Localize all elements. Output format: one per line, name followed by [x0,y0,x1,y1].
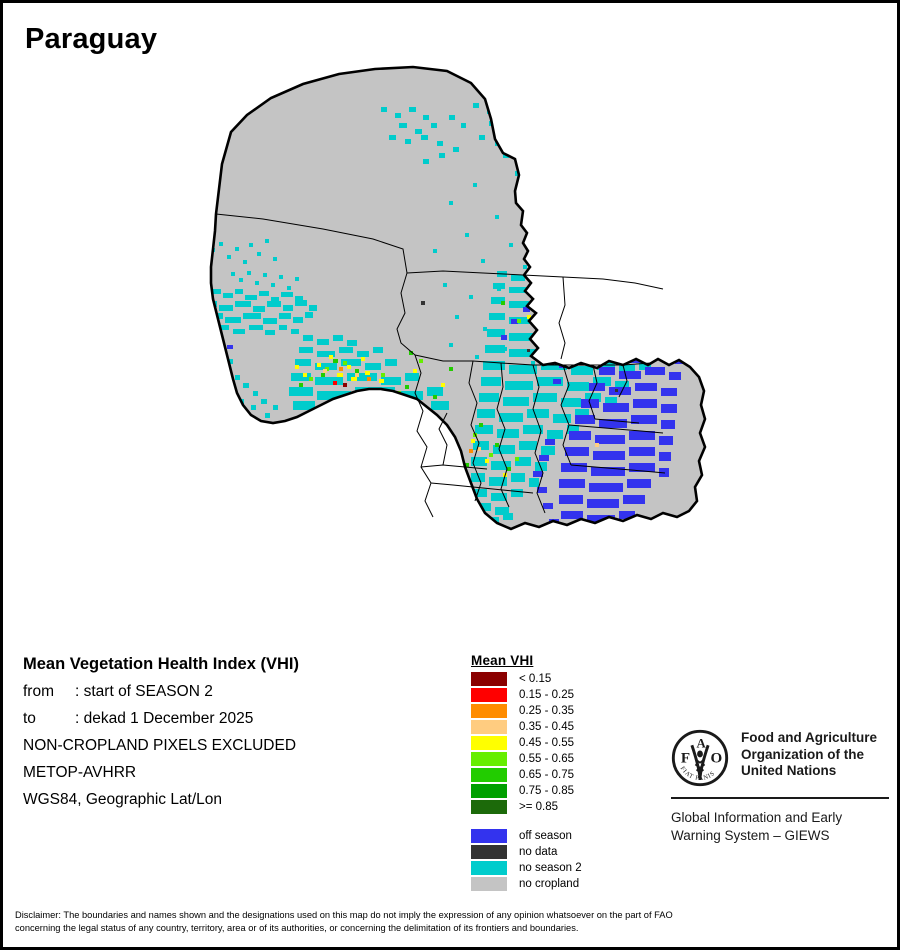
info-to-row: to : dekad 1 December 2025 [23,710,443,728]
legend-class-swatch [471,800,507,814]
legend-class-row[interactable]: 0.35 - 0.45 [471,719,651,735]
legend-special-row[interactable]: no cropland [471,876,651,892]
legend-class-row[interactable]: >= 0.85 [471,799,651,815]
legend-special-swatch [471,861,507,875]
svg-text:O: O [710,751,722,767]
info-heading: Mean Vegetation Health Index (VHI) [23,655,299,673]
info-to-value: : dekad 1 December 2025 [75,710,254,727]
legend-class-list: < 0.15 0.15 - 0.25 0.25 - 0.35 0.35 - 0.45 0… [471,671,651,815]
legend-special-label: off season [519,830,572,842]
legend-class-row[interactable]: 0.55 - 0.65 [471,751,651,767]
legend-spacer [471,815,651,828]
fao-divider [671,797,889,799]
legend-special-list: off season no data no season 2 no cropland [471,828,651,892]
disclaimer: Disclaimer: The boundaries and names sho… [15,909,890,935]
legend-class-label: 0.65 - 0.75 [519,769,574,781]
legend-class-row[interactable]: 0.45 - 0.55 [471,735,651,751]
admin-boundaries [215,213,666,518]
page-title: Paraguay [25,23,158,55]
legend-class-row[interactable]: 0.75 - 0.85 [471,783,651,799]
fao-org-line1: Food and Agriculture [741,730,877,745]
legend-class-swatch [471,704,507,718]
fao-top-row: F A O FIAT PANIS [671,729,891,787]
giews-line2: Warning System – GIEWS [671,827,830,843]
legend-class-label: 0.15 - 0.25 [519,689,574,701]
legend-class-swatch [471,688,507,702]
legend-class-swatch [471,736,507,750]
legend-class-label: 0.75 - 0.85 [519,785,574,797]
legend-class-label: 0.55 - 0.65 [519,753,574,765]
svg-text:A: A [697,737,707,751]
legend-special-row[interactable]: no season 2 [471,860,651,876]
legend-class-swatch [471,784,507,798]
info-from-row: from : start of SEASON 2 [23,683,443,701]
legend-title: Mean VHI [471,653,534,668]
fao-logo-icon: F A O FIAT PANIS [671,729,729,787]
map-info-block: Mean Vegetation Health Index (VHI) from:… [23,655,443,818]
legend-class-label: 0.25 - 0.35 [519,705,574,717]
fao-org-name: Food and Agriculture Organization of the… [741,729,877,780]
giews-label: Global Information and Early Warning Sys… [671,809,891,844]
disclaimer-line1: Disclaimer: The boundaries and names sho… [15,910,673,920]
legend-class-label: 0.35 - 0.45 [519,721,574,733]
info-to-label: to [23,710,36,727]
country-base [211,67,705,529]
info-excluded: NON-CROPLAND PIXELS EXCLUDED [23,737,297,754]
legend-class-swatch [471,720,507,734]
legend-special-swatch [471,845,507,859]
country-outline [209,65,707,531]
disclaimer-line2: concerning the legal status of any count… [15,923,579,933]
legend-class-label: < 0.15 [519,673,552,685]
legend-class-row[interactable]: 0.25 - 0.35 [471,703,651,719]
info-projection: WGS84, Geographic Lat/Lon [23,791,223,808]
legend-special-label: no cropland [519,878,580,890]
legend-class-swatch [471,672,507,686]
giews-line1: Global Information and Early [671,810,843,825]
legend-special-label: no data [519,846,558,858]
legend-class-label: 0.45 - 0.55 [519,737,574,749]
legend-special-swatch [471,877,507,891]
legend-class-row[interactable]: < 0.15 [471,671,651,687]
legend-class-swatch [471,752,507,766]
legend-special-swatch [471,829,507,843]
fao-branding: F A O FIAT PANIS [671,729,891,844]
svg-text:F: F [681,751,690,767]
map-legend: Mean VHI < 0.15 0.15 - 0.25 0.25 - 0.35 0.3… [471,653,651,892]
map-canvas[interactable] [3,43,897,623]
paraguay-map-svg [209,65,707,531]
legend-class-row[interactable]: 0.15 - 0.25 [471,687,651,703]
legend-special-row[interactable]: no data [471,844,651,860]
info-from-label: from [23,683,54,700]
legend-special-row[interactable]: off season [471,828,651,844]
info-from-value: : start of SEASON 2 [75,683,213,700]
fao-org-line2: Organization of the [741,746,864,762]
legend-class-label: >= 0.85 [519,801,559,813]
legend-class-row[interactable]: 0.65 - 0.75 [471,767,651,783]
info-sensor: METOP-AVHRR [23,764,137,781]
legend-special-label: no season 2 [519,862,582,874]
legend-class-swatch [471,768,507,782]
fao-org-line3: United Nations [741,763,837,778]
